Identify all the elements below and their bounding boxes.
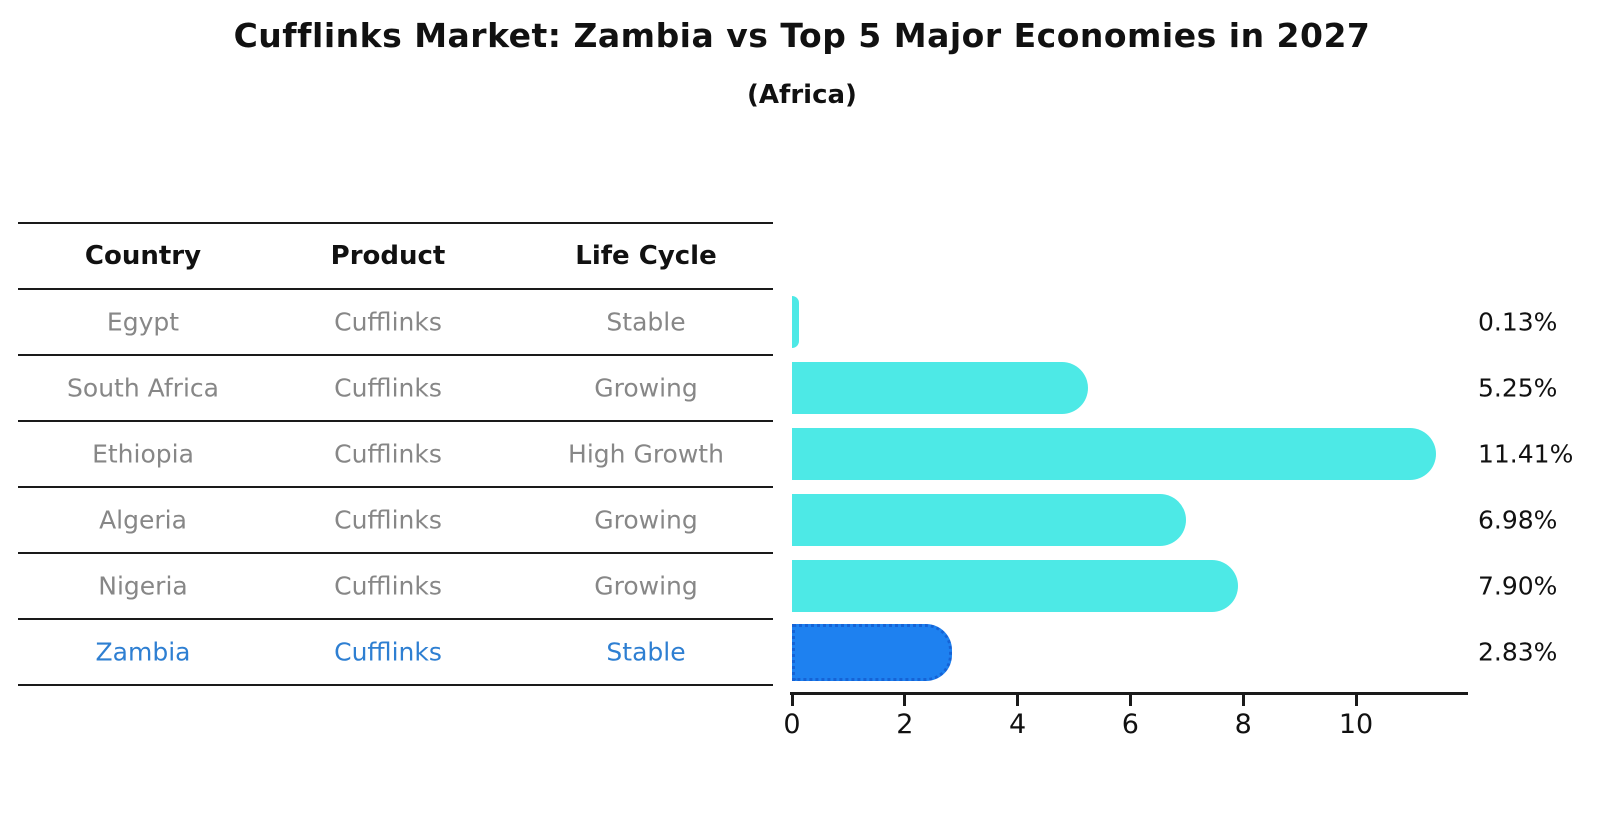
bar-nigeria: [792, 560, 1238, 612]
x-axis-tick: [790, 695, 794, 706]
value-label-egypt: 0.13%: [1478, 307, 1558, 337]
table-row-separator: [18, 486, 773, 488]
table-cell-country-egypt: Egypt: [106, 307, 180, 337]
bar-zambia: [792, 623, 952, 681]
x-axis-tick-label: 0: [783, 709, 801, 740]
table-cell-lifecycle-ethiopia: High Growth: [568, 439, 724, 469]
table-row-separator: [18, 684, 773, 686]
table-cell-country-ethiopia: Ethiopia: [92, 439, 194, 469]
table-cell-lifecycle-nigeria: Growing: [594, 571, 698, 601]
table-header-country: Country: [84, 241, 202, 271]
value-label-algeria: 6.98%: [1478, 505, 1558, 535]
table-row-separator: [18, 420, 773, 422]
table-cell-product-ethiopia: Cufflinks: [334, 439, 442, 469]
chart-title: Cufflinks Market: Zambia vs Top 5 Major …: [233, 16, 1371, 55]
table-cell-country-zambia: Zambia: [95, 637, 191, 667]
x-axis-tick: [1241, 695, 1245, 706]
chart-subtitle: (Africa): [747, 80, 857, 110]
table-cell-country-south-africa: South Africa: [67, 373, 219, 403]
table-cell-product-nigeria: Cufflinks: [334, 571, 442, 601]
table-top-line: [18, 222, 773, 224]
table-cell-lifecycle-egypt: Stable: [606, 307, 686, 337]
value-label-south-africa: 5.25%: [1478, 373, 1558, 403]
table-row-separator: [18, 618, 773, 620]
bar-ethiopia: [792, 428, 1436, 480]
table-row-separator: [18, 552, 773, 554]
table-cell-lifecycle-south-africa: Growing: [594, 373, 698, 403]
x-axis-tick-label: 2: [896, 709, 914, 740]
table-row-separator: [18, 288, 773, 290]
value-label-zambia: 2.83%: [1478, 637, 1558, 667]
x-axis-tick: [1354, 695, 1358, 706]
bar-algeria: [792, 494, 1186, 546]
x-axis-tick-label: 10: [1338, 709, 1374, 740]
bar-egypt: [792, 296, 800, 348]
table-cell-product-algeria: Cufflinks: [334, 505, 442, 535]
table-header-life-cycle: Life Cycle: [575, 241, 717, 271]
table-cell-country-algeria: Algeria: [99, 505, 187, 535]
table-cell-product-zambia: Cufflinks: [334, 637, 442, 667]
x-axis-tick: [1016, 695, 1020, 706]
value-label-ethiopia: 11.41%: [1478, 439, 1574, 469]
x-axis-tick: [1128, 695, 1132, 706]
table-cell-product-egypt: Cufflinks: [334, 307, 442, 337]
x-axis-tick-label: 6: [1121, 709, 1139, 740]
table-cell-country-nigeria: Nigeria: [98, 571, 188, 601]
table-row-separator: [18, 354, 773, 356]
value-label-nigeria: 7.90%: [1478, 571, 1558, 601]
x-axis-line: [790, 692, 1468, 695]
table-cell-lifecycle-zambia: Stable: [606, 637, 686, 667]
x-axis-tick-label: 8: [1234, 709, 1252, 740]
table-cell-lifecycle-algeria: Growing: [594, 505, 698, 535]
bar-south-africa: [792, 362, 1089, 414]
x-axis-tick-label: 4: [1009, 709, 1027, 740]
x-axis-tick: [903, 695, 907, 706]
table-header-product: Product: [330, 241, 446, 271]
table-cell-product-south-africa: Cufflinks: [334, 373, 442, 403]
